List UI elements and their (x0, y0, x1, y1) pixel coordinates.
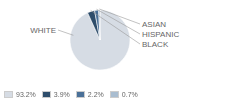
svg-text:BLACK: BLACK (142, 40, 169, 49)
html-text:2.2%: 2.2% (87, 91, 104, 98)
svg-text:ASIAN: ASIAN (142, 20, 166, 29)
svg-text:WHITE: WHITE (30, 26, 56, 35)
html-text:93.2%: 93.2% (16, 91, 36, 98)
html-text:0.7%: 0.7% (121, 91, 138, 98)
svg-text:HISPANIC: HISPANIC (142, 30, 179, 39)
html-text:3.9%: 3.9% (53, 91, 70, 98)
